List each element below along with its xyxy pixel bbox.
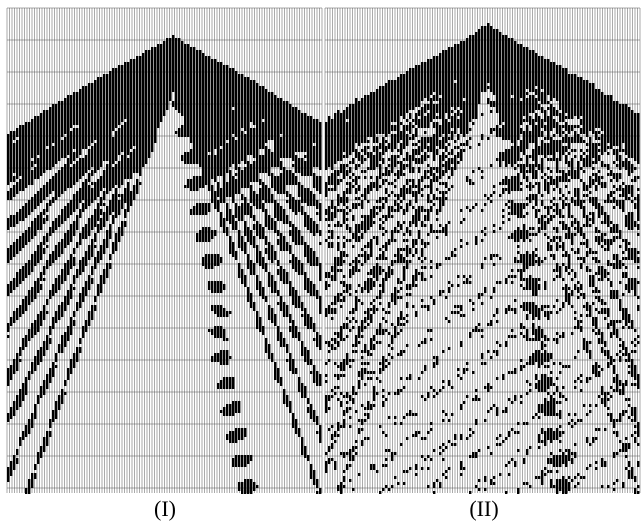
panel-label: (I): [154, 496, 176, 521]
seismic-texture: [6, 35, 322, 494]
panel-label: (II): [469, 496, 498, 521]
seismic-panel: [324, 7, 641, 494]
seismic-panel: [6, 7, 323, 494]
seismic-texture: [325, 23, 640, 494]
